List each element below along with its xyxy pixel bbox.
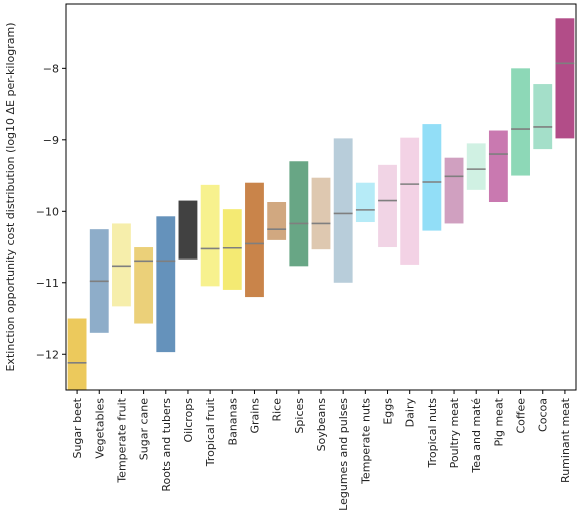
x-tick-label: Temperate nuts: [359, 398, 372, 485]
y-axis: −12 −11 −10 −9 −8: [36, 62, 66, 361]
y-tick-label: −10: [36, 205, 59, 218]
x-tick-label: Rice: [271, 398, 284, 422]
range-bars: [67, 18, 575, 390]
bar-sugar-cane: [134, 247, 154, 324]
bar-soybeans: [311, 177, 331, 250]
y-tick-label: −11: [36, 277, 59, 290]
x-tick-label: Tea and maté: [470, 398, 483, 474]
x-tick-label: Vegetables: [93, 398, 106, 459]
x-axis: Sugar beet Vegetables Temperate fruit Sugar…: [71, 390, 572, 511]
bar-pig-meat: [488, 130, 508, 203]
x-tick-label: Eggs: [382, 398, 395, 425]
bar-spices: [289, 161, 309, 267]
bar-grains: [245, 182, 264, 298]
bar-eggs: [378, 164, 397, 248]
x-tick-label: Grains: [248, 398, 261, 434]
bar-sugar-beet: [67, 318, 87, 390]
x-tick-label: Bananas: [226, 398, 239, 446]
bar-temperate-fruit: [112, 223, 131, 307]
bar-dairy: [400, 137, 420, 265]
bar-bananas: [222, 209, 242, 290]
y-axis-label: Extinction opportunity cost distribution…: [4, 22, 17, 371]
x-tick-label: Tropical fruit: [204, 397, 217, 467]
x-tick-label: Temperate fruit: [115, 397, 128, 483]
bar-tropical-fruit: [200, 184, 220, 287]
x-tick-label: Roots and tubers: [160, 398, 173, 492]
bar-roots-and-tubers: [156, 216, 176, 353]
x-tick-label: Spices: [293, 398, 306, 434]
bar-legumes-and-pulses: [333, 138, 353, 283]
bar-poultry-meat: [444, 157, 464, 224]
x-tick-label: Coffee: [515, 398, 528, 434]
y-tick-label: −9: [43, 134, 59, 147]
y-tick-label: −12: [36, 348, 59, 361]
x-tick-label: Pig meat: [492, 397, 505, 446]
x-tick-label: Poultry meat: [448, 397, 461, 468]
bar-coffee: [511, 68, 530, 176]
bar-tropical-nuts: [422, 124, 442, 231]
median-lines: [67, 62, 575, 364]
x-tick-label: Dairy: [404, 398, 417, 428]
x-tick-label: Tropical nuts: [426, 398, 439, 469]
x-tick-label: Ruminant meat: [559, 397, 572, 483]
x-tick-label: Soybeans: [315, 398, 328, 452]
bar-ruminant-meat: [555, 18, 575, 139]
bar-oilcrops: [178, 200, 198, 260]
x-tick-label: Legumes and pulses: [337, 398, 350, 511]
x-tick-label: Sugar beet: [71, 397, 84, 458]
bar-rice: [267, 202, 287, 240]
x-tick-label: Sugar cane: [138, 398, 151, 460]
bar-tea-and-mat-: [466, 143, 486, 190]
bar-cocoa: [533, 84, 553, 150]
x-tick-label: Cocoa: [537, 398, 550, 432]
x-tick-label: Oilcrops: [182, 398, 195, 443]
bar-temperate-nuts: [355, 182, 375, 223]
y-tick-label: −8: [43, 62, 59, 75]
